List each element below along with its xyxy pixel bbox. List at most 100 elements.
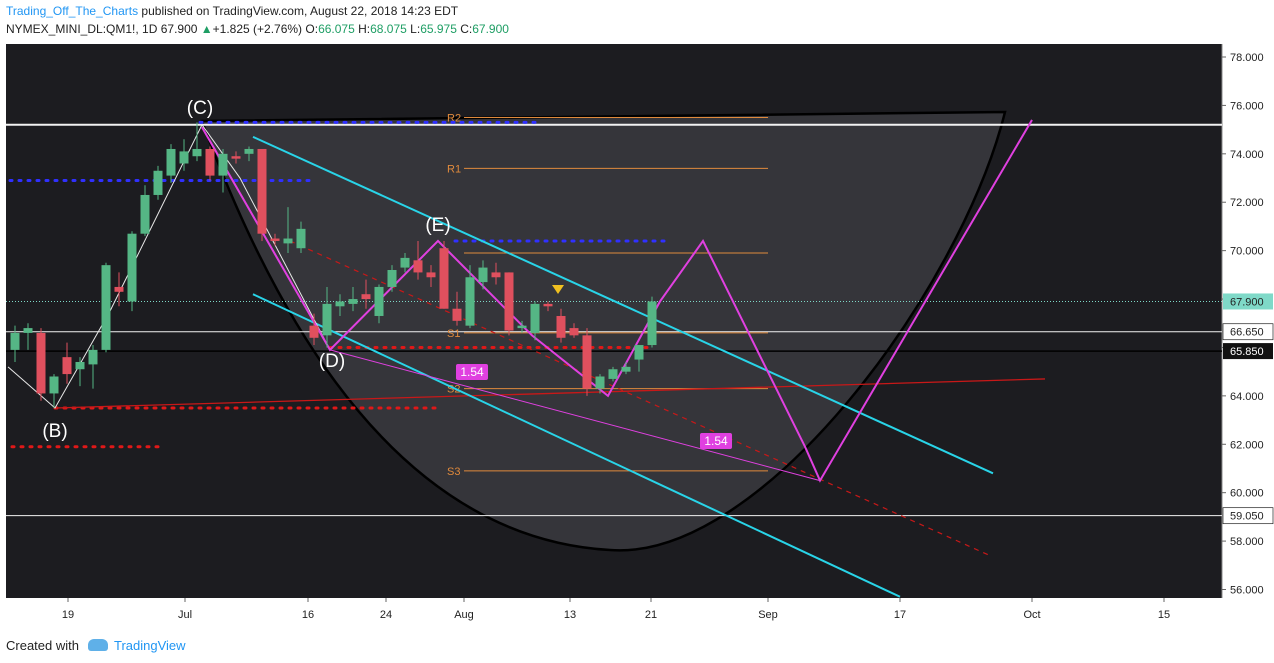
- signal-marker-icon: [552, 285, 564, 294]
- ratio-label: 1.54: [456, 364, 488, 380]
- low-value: 65.975: [420, 22, 457, 36]
- candle-body: [192, 148, 202, 157]
- publish-info: published on TradingView.com, August 22,…: [141, 4, 459, 18]
- up-arrow-icon: ▲: [200, 22, 213, 36]
- price-axis-label-text: 67.900: [1230, 296, 1264, 308]
- candle: [543, 301, 553, 312]
- candle-body: [101, 265, 111, 350]
- candle: [335, 294, 345, 316]
- candle-body: [413, 260, 423, 273]
- x-tick-label: Sep: [758, 609, 778, 621]
- candle: [322, 286, 332, 348]
- x-tick-label: 21: [645, 609, 657, 621]
- candle: [400, 253, 410, 273]
- x-tick-label: 17: [894, 609, 906, 621]
- candle-body: [348, 299, 358, 304]
- price-axis-label: 65.850: [1223, 343, 1273, 360]
- price-axis-label-bg: [1222, 323, 1274, 341]
- y-tick-label: 78.000: [1230, 52, 1264, 64]
- candle: [101, 262, 111, 353]
- candle: [309, 313, 319, 346]
- candle: [556, 308, 566, 343]
- candle-body: [114, 286, 124, 292]
- candle-body: [504, 272, 514, 331]
- candle-body: [361, 294, 371, 300]
- pivot-label: R1: [447, 163, 461, 175]
- symbol-line: NYMEX_MINI_DL:QM1!, 1D 67.900 ▲+1.825 (+…: [6, 22, 509, 36]
- candle: [413, 240, 423, 280]
- candle: [608, 366, 618, 382]
- candle: [10, 325, 20, 362]
- candle-body: [179, 151, 189, 164]
- candle: [166, 144, 176, 183]
- price-chart[interactable]: R2R1S1S2S3(B)(C)(D)(E)1.541.5456.00058.0…: [0, 42, 1274, 634]
- candle: [361, 279, 371, 309]
- candle-body: [231, 156, 241, 159]
- candle: [153, 165, 163, 200]
- candle-body: [140, 194, 150, 234]
- candle-body: [465, 277, 475, 326]
- y-tick-label: 58.000: [1230, 536, 1264, 548]
- time-axis-bg: [0, 598, 1274, 634]
- cloud-icon: [88, 639, 108, 651]
- candle: [582, 328, 592, 396]
- candle-body: [608, 369, 618, 379]
- y-tick-label: 74.000: [1230, 149, 1264, 161]
- candle: [478, 260, 488, 290]
- candle: [179, 139, 189, 171]
- candle: [595, 374, 605, 394]
- candle-body: [322, 303, 332, 336]
- candle: [231, 151, 241, 164]
- projection-line: [329, 349, 821, 482]
- author-link[interactable]: Trading_Off_The_Charts: [6, 4, 139, 18]
- pivot-label: S3: [447, 466, 460, 478]
- x-tick-label: Jul: [178, 609, 192, 621]
- candle-body: [335, 301, 345, 307]
- pattern-point-label: (B): [42, 421, 67, 442]
- zigzag-projection: [201, 119, 1033, 483]
- y-tick-label: 60.000: [1230, 488, 1264, 500]
- candle-body: [127, 233, 137, 302]
- candle: [452, 291, 462, 326]
- chart-header: Trading_Off_The_Charts published on Trad…: [0, 0, 1274, 42]
- created-with-text: Created with: [6, 638, 79, 653]
- candle: [517, 320, 527, 333]
- price-axis-label-bg: [1223, 293, 1273, 310]
- candle: [465, 265, 475, 329]
- trend-line-dashed: [289, 240, 991, 557]
- y-tick-label: 62.000: [1230, 439, 1264, 451]
- candle: [439, 240, 449, 309]
- candle: [387, 265, 397, 292]
- last-price: 67.900: [160, 22, 198, 36]
- candle-body: [62, 357, 72, 375]
- x-tick-label: Oct: [1023, 609, 1040, 621]
- candle-body: [88, 349, 98, 365]
- candle: [140, 185, 150, 237]
- price-axis-label-text: 65.850: [1230, 346, 1264, 358]
- candle-body: [166, 148, 176, 176]
- publish-line: Trading_Off_The_Charts published on Trad…: [6, 4, 458, 18]
- candle-body: [244, 148, 254, 154]
- candle-body: [218, 153, 228, 176]
- brand-name: TradingView: [114, 638, 186, 653]
- tradingview-logo[interactable]: TradingView: [88, 638, 186, 653]
- candle-body: [621, 366, 631, 372]
- candle-body: [374, 286, 384, 316]
- candle: [114, 272, 124, 307]
- candle: [296, 221, 306, 254]
- price-axis-label-text: 66.650: [1230, 327, 1264, 339]
- pivot-label: R2: [447, 113, 461, 125]
- candle-body: [387, 270, 397, 287]
- x-tick-label: 16: [302, 609, 314, 621]
- open-label: O:: [305, 22, 319, 36]
- x-tick-label: 15: [1158, 609, 1170, 621]
- candle-body: [49, 376, 59, 394]
- candle-body: [36, 332, 46, 394]
- y-tick-label: 64.000: [1230, 391, 1264, 403]
- candle-body: [647, 301, 657, 346]
- x-tick-label: Aug: [454, 609, 474, 621]
- candle-body: [569, 328, 579, 336]
- candle-body: [556, 315, 566, 338]
- candle-body: [205, 148, 215, 176]
- candle: [127, 231, 137, 312]
